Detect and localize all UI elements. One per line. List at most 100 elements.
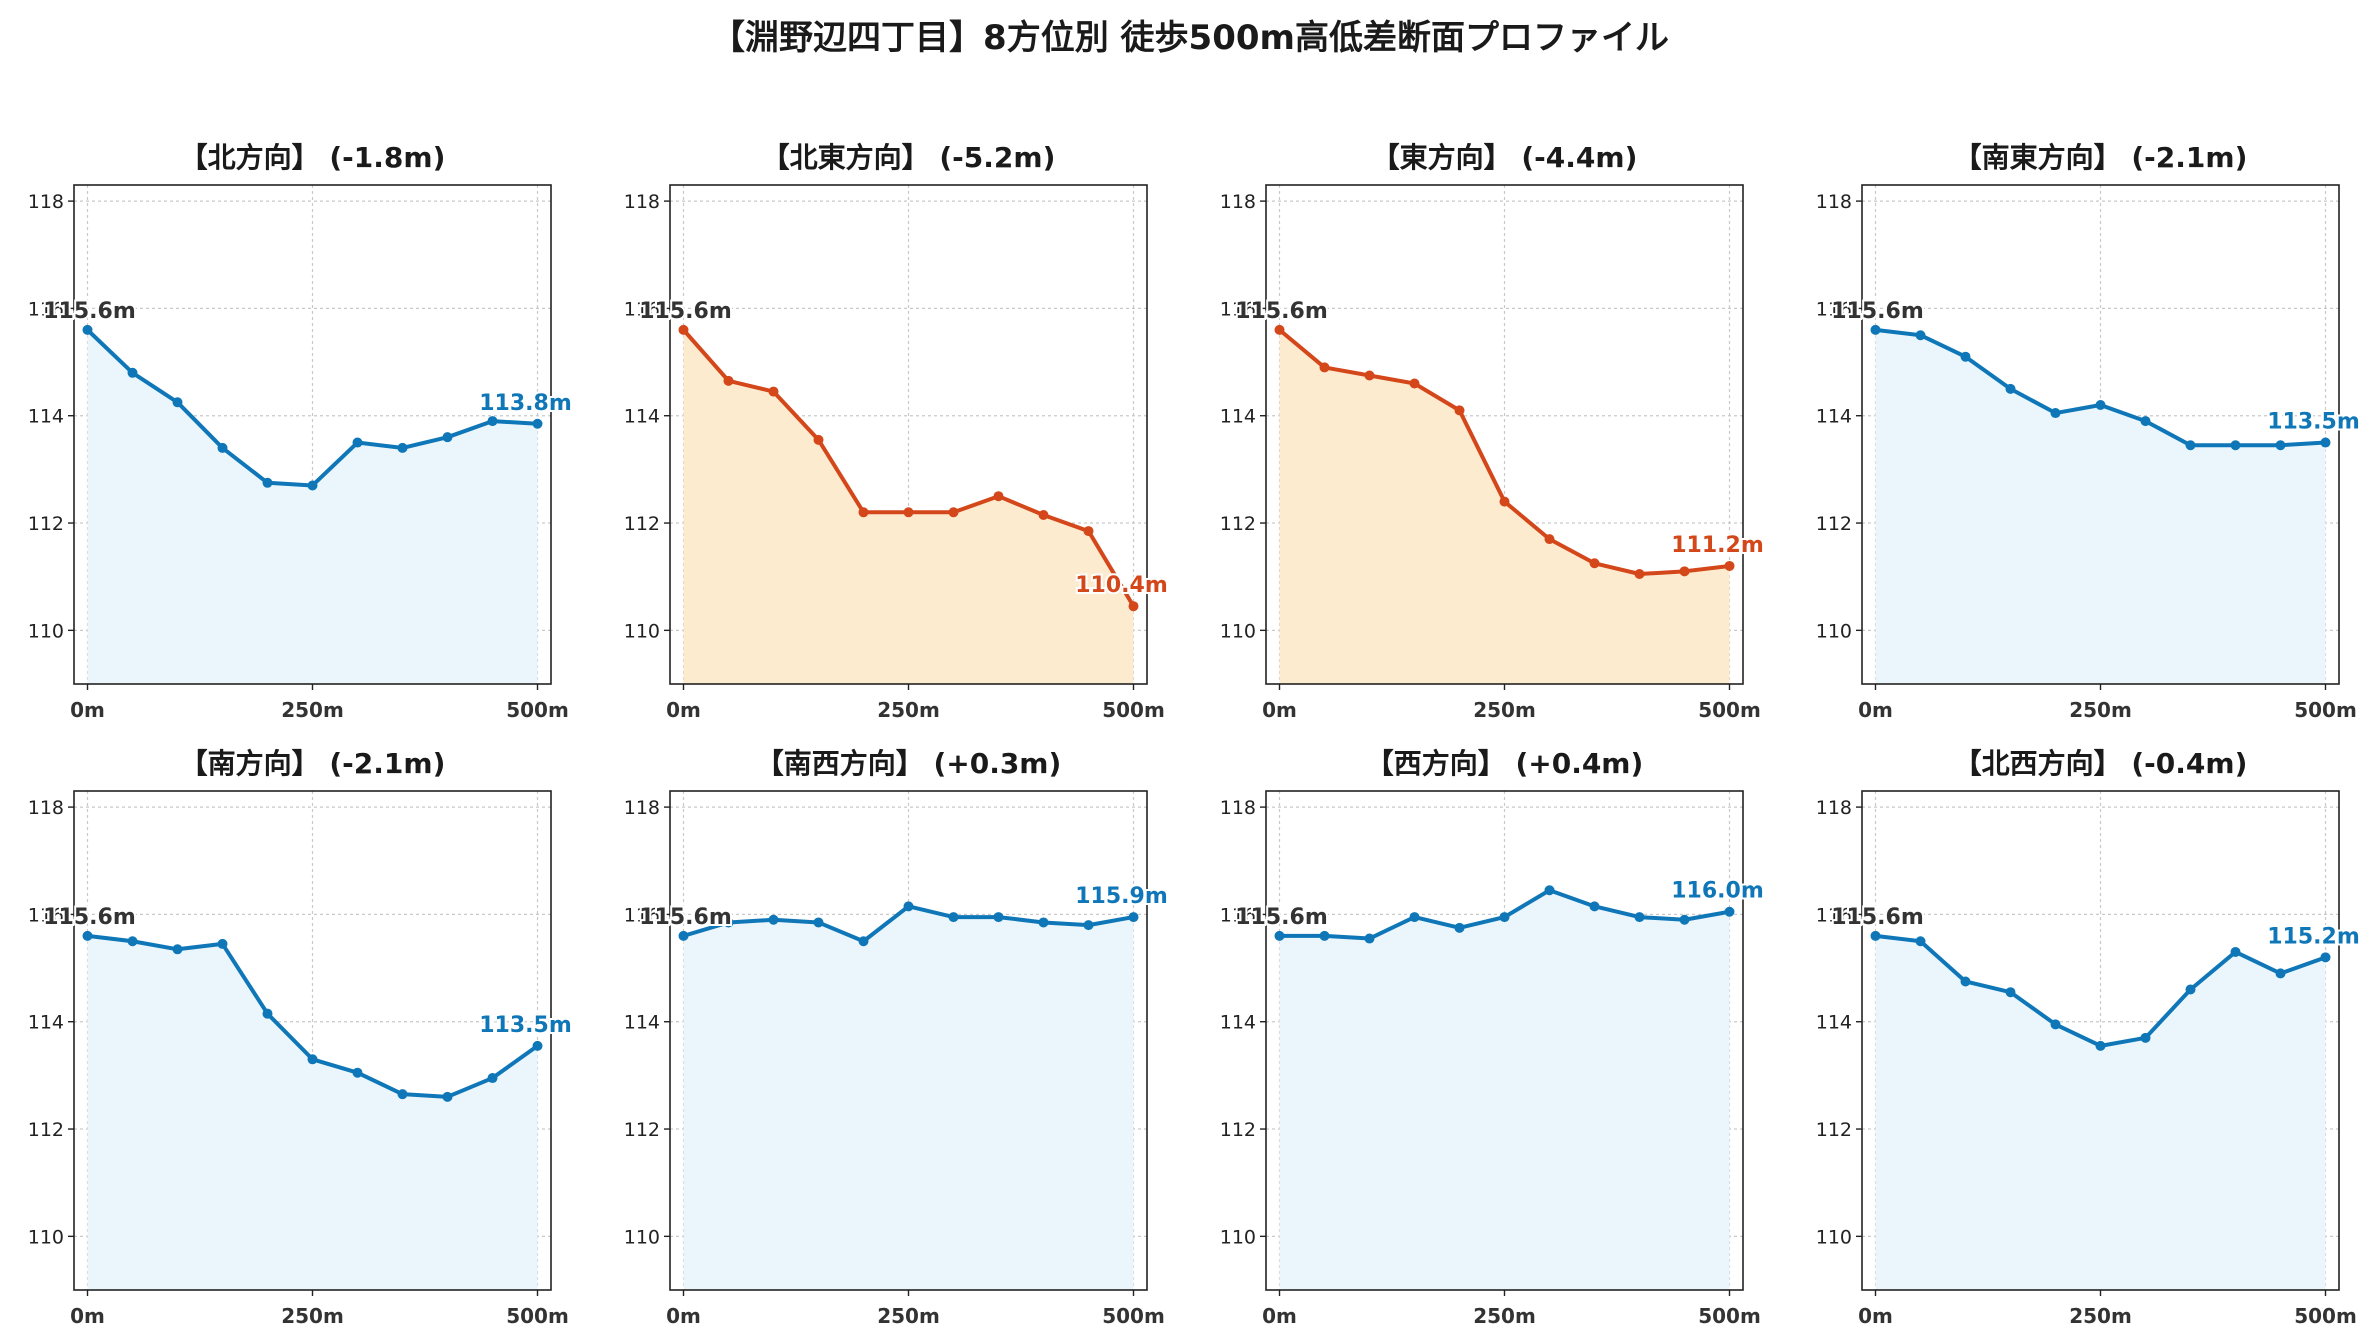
x-tick-label: 250m (2069, 1304, 2132, 1328)
y-tick-label: 110 (624, 1226, 660, 1248)
x-tick-label: 0m (1858, 698, 1893, 722)
data-point (397, 1089, 408, 1100)
data-point (678, 324, 689, 335)
y-tick-label: 116 (28, 298, 64, 320)
data-point (2050, 1019, 2061, 1030)
x-tick-label: 500m (506, 1304, 569, 1328)
start-value-label: 115.6m (1235, 299, 1328, 324)
data-point (1634, 912, 1645, 923)
x-tick-label: 250m (877, 1304, 940, 1328)
data-point (903, 901, 914, 912)
x-tick-label: 250m (1473, 1304, 1536, 1328)
x-tick-label: 500m (2294, 1304, 2357, 1328)
data-point (768, 386, 779, 397)
y-tick-label: 116 (1816, 904, 1852, 926)
x-tick-label: 250m (281, 1304, 344, 1328)
y-tick-label: 118 (1220, 797, 1256, 819)
x-tick-label: 500m (2294, 698, 2357, 722)
data-point (1544, 885, 1555, 896)
y-tick-label: 118 (624, 797, 660, 819)
data-point (1724, 906, 1735, 917)
chart-panel-4: 【南東方向】 (-2.1m) 110 112 114 116 118 0m 250m 500m 1… (1816, 141, 2362, 722)
y-tick-label: 110 (28, 620, 64, 642)
data-point (2005, 383, 2016, 394)
data-point (487, 416, 498, 427)
data-point (1454, 922, 1465, 933)
y-tick-label: 116 (1220, 298, 1256, 320)
data-point (82, 930, 93, 941)
data-point (397, 442, 408, 453)
data-point (1589, 901, 1600, 912)
data-point (1960, 976, 1971, 987)
y-tick-label: 114 (1816, 1012, 1852, 1034)
y-tick-label: 116 (1220, 904, 1256, 926)
x-tick-label: 0m (1262, 1304, 1297, 1328)
data-point (532, 1040, 543, 1051)
start-value-label: 115.6m (43, 299, 136, 324)
area-fill (1875, 329, 2326, 684)
data-point (1679, 566, 1690, 577)
data-point (172, 944, 183, 955)
data-point (2095, 399, 2106, 410)
data-point (1128, 601, 1139, 612)
data-point (307, 480, 318, 491)
data-point (487, 1073, 498, 1084)
data-point (2140, 416, 2151, 427)
data-point (2095, 1040, 2106, 1051)
x-tick-label: 0m (1262, 698, 1297, 722)
start-value-label: 115.6m (1831, 905, 1924, 930)
y-tick-label: 114 (1816, 406, 1852, 428)
end-value-label: 116.0m (1671, 879, 1764, 904)
x-tick-label: 0m (70, 698, 105, 722)
y-tick-label: 118 (28, 191, 64, 213)
data-point (307, 1054, 318, 1065)
chart-title: 【南西方向】 (+0.3m) (756, 747, 1062, 780)
data-point (262, 1008, 273, 1019)
chart-title: 【北東方向】 (-5.2m) (762, 141, 1056, 174)
data-point (858, 936, 869, 947)
data-point (442, 1091, 453, 1102)
area-fill (1875, 935, 2326, 1290)
y-tick-label: 114 (28, 406, 64, 428)
chart-title: 【東方向】 (-4.4m) (1372, 141, 1638, 174)
chart-panel-7: 【西方向】 (+0.4m) 110 112 114 116 118 0m 250m 500m 11… (1220, 747, 1766, 1328)
y-tick-label: 112 (1220, 1119, 1256, 1141)
y-tick-label: 110 (624, 620, 660, 642)
data-point (2185, 984, 2196, 995)
x-tick-label: 500m (1102, 1304, 1165, 1328)
y-tick-label: 112 (28, 513, 64, 535)
y-tick-label: 116 (624, 298, 660, 320)
data-point (1409, 378, 1420, 389)
y-tick-label: 110 (1816, 1226, 1852, 1248)
y-tick-label: 114 (624, 1012, 660, 1034)
y-tick-label: 118 (1816, 797, 1852, 819)
data-point (352, 437, 363, 448)
area-fill (1279, 329, 1730, 684)
end-value-label: 115.9m (1075, 884, 1168, 909)
y-tick-label: 114 (1220, 406, 1256, 428)
y-tick-label: 112 (624, 1119, 660, 1141)
y-tick-label: 112 (1220, 513, 1256, 535)
data-point (1724, 560, 1735, 571)
y-tick-label: 118 (1816, 191, 1852, 213)
x-tick-label: 250m (877, 698, 940, 722)
chart-panel-1: 【北方向】 (-1.8m) 110 112 114 116 118 0m 250m 500m 11… (28, 141, 574, 722)
data-point (903, 507, 914, 518)
chart-panel-5: 【南方向】 (-2.1m) 110 112 114 116 118 0m 250m 500m 11… (28, 747, 574, 1328)
data-point (768, 914, 779, 925)
data-point (678, 930, 689, 941)
y-tick-label: 116 (28, 904, 64, 926)
data-point (723, 375, 734, 386)
start-value-label: 115.6m (639, 905, 732, 930)
start-value-label: 115.6m (1831, 299, 1924, 324)
data-point (1409, 912, 1420, 923)
data-point (723, 917, 734, 928)
data-point (1499, 496, 1510, 507)
chart-title: 【南東方向】 (-2.1m) (1954, 141, 2248, 174)
start-value-label: 115.6m (639, 299, 732, 324)
y-tick-label: 116 (1816, 298, 1852, 320)
data-point (442, 432, 453, 443)
start-value-label: 115.6m (1235, 905, 1328, 930)
x-tick-label: 250m (1473, 698, 1536, 722)
